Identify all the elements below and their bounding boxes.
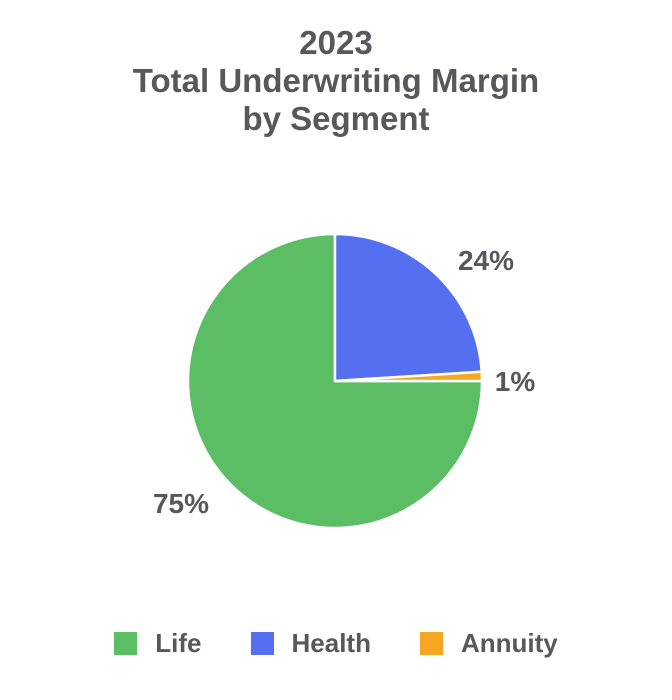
legend-item-annuity[interactable]: Annuity	[419, 628, 558, 658]
chart-title: 2023 Total Underwriting Margin by Segmen…	[132, 24, 540, 137]
legend-item-health[interactable]: Health	[250, 628, 371, 658]
legend-swatch-health-icon	[250, 631, 274, 655]
pie-slice-annuity[interactable]	[333, 370, 484, 383]
legend-item-life[interactable]: Life	[114, 628, 202, 658]
legend: Life Health Annuity	[0, 630, 672, 656]
pie-slice-health[interactable]	[333, 232, 483, 383]
pie-chart[interactable]	[185, 231, 485, 531]
data-label-health: 24%	[457, 245, 515, 276]
data-label-annuity: 1%	[494, 366, 536, 397]
data-label-life: 75%	[152, 488, 210, 519]
legend-swatch-life-icon	[114, 631, 138, 655]
legend-label-health: Health	[291, 628, 371, 658]
legend-label-annuity: Annuity	[460, 628, 558, 658]
legend-swatch-annuity-icon	[419, 631, 443, 655]
legend-label-life: Life	[155, 628, 202, 658]
